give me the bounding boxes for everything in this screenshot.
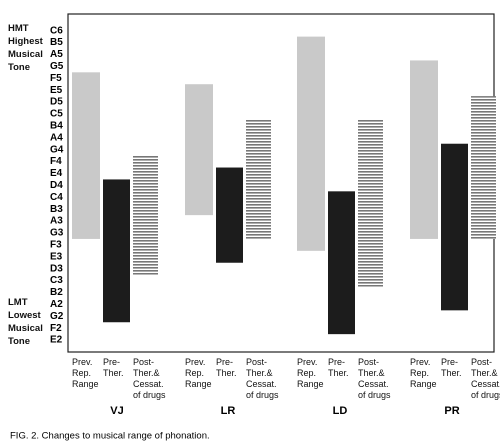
y-tick-label: A4 — [50, 132, 63, 143]
bar-label: Pre-Ther. — [328, 357, 349, 378]
range-bar — [471, 96, 496, 239]
top-label: HMT Highest Musical Tone — [8, 23, 43, 73]
group-label: LD — [333, 405, 348, 417]
y-tick-label: B4 — [50, 121, 63, 132]
y-tick-label: E4 — [50, 168, 63, 179]
bar-label: Prev. Rep. Range — [72, 357, 99, 389]
range-bar — [103, 179, 130, 323]
y-tick-label: D3 — [50, 263, 63, 274]
bar-label: Post-Ther.& Cessat. of drugs — [358, 357, 391, 400]
y-tick-label: F5 — [50, 73, 62, 84]
range-bar — [246, 119, 271, 239]
bar-label: Prev. Rep. Range — [185, 357, 212, 389]
y-tick-label: C5 — [50, 109, 63, 120]
y-tick-label: D5 — [50, 97, 63, 108]
y-tick-label: A2 — [50, 299, 63, 310]
bar-label: Prev. Rep. Range — [410, 357, 437, 389]
y-tick-label: B5 — [50, 37, 63, 48]
bar-label: Post-Ther.& Cessat. of drugs — [471, 357, 500, 400]
y-tick-label: F4 — [50, 156, 62, 167]
y-tick-label: G4 — [50, 144, 64, 155]
y-tick-label: E5 — [50, 85, 63, 96]
y-tick-label: F3 — [50, 240, 62, 251]
y-tick-label: F2 — [50, 323, 62, 334]
y-tick-label: G5 — [50, 61, 64, 72]
bar-label: Pre-Ther. — [216, 357, 237, 378]
y-tick-label: B2 — [50, 287, 63, 298]
y-tick-label: G2 — [50, 311, 64, 322]
y-tick-label: B3 — [50, 204, 63, 215]
group-label: PR — [444, 405, 459, 417]
range-bar — [72, 72, 100, 239]
bottom-label: LMT Lowest Musical Tone — [8, 297, 43, 347]
y-tick-label: D4 — [50, 180, 63, 191]
range-bar — [185, 84, 213, 216]
range-bar — [133, 155, 158, 275]
bar-label: Pre-Ther. — [103, 357, 124, 378]
bar-label: Pre-Ther. — [441, 357, 462, 378]
y-tick-label: G3 — [50, 228, 64, 239]
y-tick-label: C3 — [50, 275, 63, 286]
y-tick-label: A5 — [50, 49, 63, 60]
range-bar — [410, 60, 438, 239]
bar-label: Post-Ther.& Cessat. of drugs — [133, 357, 166, 400]
y-tick-label: E2 — [50, 335, 63, 346]
range-bar — [328, 191, 355, 335]
range-bar — [297, 36, 325, 251]
y-tick-label: E3 — [50, 251, 63, 262]
range-bar — [441, 143, 468, 311]
y-tick-label: C6 — [50, 25, 63, 36]
caption: FIG. 2. Changes to musical range of phon… — [10, 431, 210, 442]
range-bar — [358, 119, 383, 287]
group-label: VJ — [110, 405, 123, 417]
range-bar — [216, 167, 243, 263]
bar-label: Prev. Rep. Range — [297, 357, 324, 389]
y-tick-label: C4 — [50, 192, 63, 203]
group-label: LR — [221, 405, 236, 417]
bar-label: Post-Ther.& Cessat. of drugs — [246, 357, 279, 400]
y-tick-label: A3 — [50, 216, 63, 227]
